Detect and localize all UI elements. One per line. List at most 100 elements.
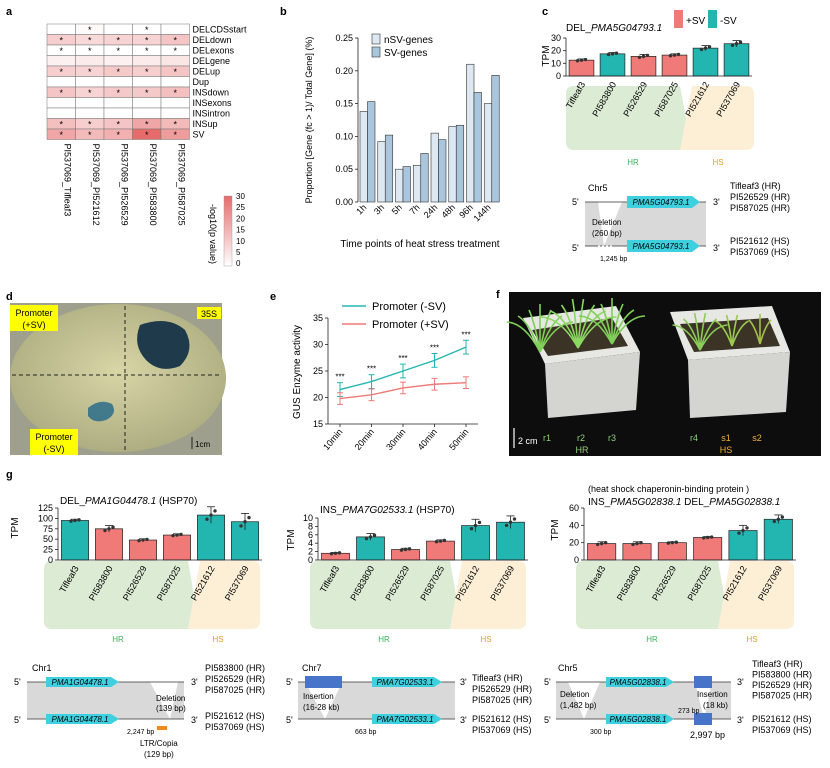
g3-point — [599, 541, 604, 546]
f-grass-blade — [550, 310, 579, 349]
f-plant-r1: r1 — [543, 433, 551, 443]
heat-star: * — [173, 67, 177, 77]
heat-row-label: DELgene — [193, 56, 231, 66]
g1-ltr-box — [157, 726, 167, 730]
accession-line: PI521612 (HS) — [472, 714, 532, 724]
c-point — [606, 52, 611, 57]
g2-3p-bottom: 3' — [460, 715, 467, 725]
heat-cell — [103, 76, 133, 88]
heat-cell — [160, 128, 190, 140]
e-signif-star: *** — [430, 344, 439, 353]
heat-row-label: DELdown — [193, 35, 232, 45]
tpm-ylabel: TPM — [550, 519, 561, 540]
heat-row-label: INSdown — [193, 88, 230, 98]
c-hs-zone — [680, 86, 754, 150]
accession-line: PI521612 (HS) — [752, 714, 812, 724]
heat-legend-tick: 30 — [236, 192, 245, 201]
g1-synteny-band — [27, 682, 184, 719]
accession-line: PI587025 (HR) — [472, 695, 532, 705]
panel-c-label: c — [542, 6, 548, 18]
heatmap: * ** * * * ** * * * ** * * * ** * * * ** * * * ** * * * * — [46, 23, 190, 140]
c-point — [575, 59, 580, 63]
g3-ins-text: Insertion — [697, 690, 728, 699]
g3-bar — [657, 542, 687, 561]
heat-row-label: INSup — [193, 119, 218, 129]
accession-line: PI526529 (HR) — [205, 674, 265, 684]
c-point — [645, 53, 650, 58]
heat-star: * — [116, 67, 120, 77]
g2-point — [473, 523, 478, 528]
heat-cell — [75, 76, 105, 88]
heat-star: * — [173, 120, 177, 130]
g2-point — [512, 517, 517, 521]
g1-bar — [163, 534, 191, 561]
panel-e-label: e — [270, 291, 276, 303]
g2-hs-zone — [450, 561, 526, 629]
b-ytick-label: 0.20 — [335, 66, 353, 76]
g1-ytick-label: 25 — [43, 545, 53, 555]
b-ytick-label: 0.25 — [335, 33, 353, 43]
g2-point — [469, 527, 474, 531]
accession-line: Tifleaf3 (HR) — [752, 659, 803, 669]
g3-point — [595, 542, 600, 547]
f-grass-blade — [577, 316, 617, 349]
accession-line: PI526529 (HR) — [730, 192, 790, 202]
heatmap-legend-ticks: 30 25 20 15 10 5 0 — [236, 192, 245, 268]
heat-star: * — [116, 36, 120, 46]
g3-insertion-box-top — [694, 676, 712, 688]
g3-gene-bottom-label: PMA5G02838.1 — [610, 715, 667, 724]
heat-cell — [132, 55, 162, 67]
heat-row-label: INSintron — [193, 109, 231, 119]
heat-col-label: PI537069_PI521612 — [91, 144, 101, 226]
g2-point — [407, 547, 412, 551]
g1-point — [175, 533, 179, 537]
e-ylabel: GUS Enzyme activity — [292, 325, 303, 419]
accession-line: PI537069 (HS) — [472, 725, 532, 735]
c-5p-top: 5' — [572, 197, 579, 207]
heat-star: * — [145, 130, 149, 140]
g2-point — [337, 551, 342, 555]
g2-point — [434, 540, 439, 544]
g2-gene-bottom-label: PMA7G02533.1 — [377, 715, 434, 724]
b-ytick-label: 0.15 — [335, 99, 353, 109]
e-ytick-label: 35 — [313, 313, 323, 323]
c-chrom: Chr5 — [588, 183, 608, 193]
heat-cell — [103, 55, 133, 67]
e-xtick-label: 30min — [384, 427, 407, 452]
panel-g-label: g — [6, 469, 13, 481]
g2-point — [504, 523, 509, 528]
g1-ytick-label: 125 — [38, 503, 53, 513]
g2-point — [442, 538, 447, 543]
g3-bar — [763, 518, 793, 561]
c-point — [637, 55, 642, 60]
heat-cell — [75, 97, 105, 109]
b-bar — [491, 75, 500, 203]
heat-star: * — [145, 88, 149, 98]
b-legend-swatch — [371, 46, 381, 58]
f-grass-blade — [611, 315, 646, 345]
g2-5p-bottom: 5' — [286, 715, 293, 725]
e-signif-star: *** — [367, 365, 376, 374]
b-bar — [455, 124, 465, 203]
g3-gene-top-label: PMA5G02838.1 — [610, 678, 667, 687]
c-legend-minus-swatch — [708, 10, 717, 28]
accession-line: PI537069 (HS) — [205, 722, 265, 732]
c-gene-top-label: PMA5G04793.1 — [633, 198, 690, 207]
g3-point — [639, 540, 643, 545]
g2-insertion-wedge — [305, 682, 342, 719]
g1-point — [145, 537, 149, 542]
e-xtick-label: 40min — [416, 427, 439, 452]
f-plant-r4: r4 — [690, 433, 698, 443]
f-hr-label: HR — [576, 445, 589, 455]
g3-point — [737, 531, 741, 535]
g1-point — [205, 517, 209, 521]
b-ytick-label: 0.05 — [335, 164, 353, 174]
g2-top-lines: Tifleaf3 (HR)PI526529 (HR)PI587025 (HR) — [472, 673, 532, 705]
accession-line: PI583800 (HR) — [205, 663, 265, 673]
heat-legend-tick: 25 — [236, 203, 245, 212]
g2-gene-top-label: PMA7G02533.1 — [377, 678, 434, 687]
b-bar — [430, 132, 439, 203]
f-grass-blade — [571, 298, 579, 349]
accession-line: PI537069 (HS) — [730, 247, 790, 257]
